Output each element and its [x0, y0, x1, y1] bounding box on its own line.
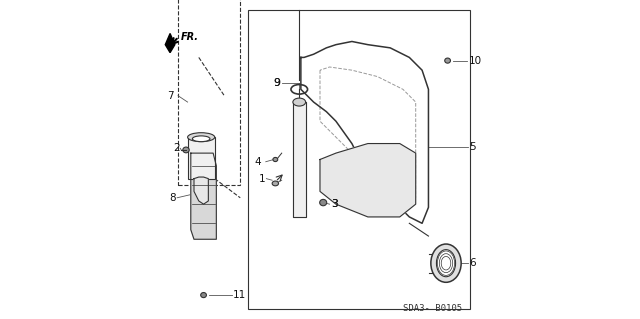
- Bar: [178, 0, 240, 185]
- Bar: [248, 10, 470, 309]
- Polygon shape: [293, 102, 306, 217]
- Text: 11: 11: [233, 290, 246, 300]
- Ellipse shape: [445, 58, 451, 63]
- Ellipse shape: [193, 136, 210, 142]
- Ellipse shape: [436, 249, 456, 277]
- Text: 6: 6: [469, 258, 476, 268]
- Polygon shape: [194, 177, 209, 204]
- Ellipse shape: [273, 158, 278, 161]
- Text: 1: 1: [259, 174, 266, 184]
- Text: FR.: FR.: [181, 32, 199, 42]
- Polygon shape: [191, 153, 216, 239]
- Polygon shape: [301, 41, 428, 223]
- Ellipse shape: [293, 98, 306, 106]
- Text: 4: 4: [255, 157, 261, 167]
- Text: 2: 2: [173, 143, 180, 153]
- Ellipse shape: [320, 199, 326, 206]
- Text: 5: 5: [469, 142, 476, 152]
- Polygon shape: [165, 33, 175, 53]
- Text: 7: 7: [166, 91, 173, 101]
- Text: 3: 3: [331, 199, 338, 209]
- Ellipse shape: [431, 244, 461, 282]
- Polygon shape: [320, 144, 416, 217]
- Text: SDA3- B0105: SDA3- B0105: [403, 304, 462, 313]
- Ellipse shape: [272, 181, 278, 186]
- Ellipse shape: [183, 147, 189, 153]
- Text: 9: 9: [273, 78, 280, 88]
- Text: 10: 10: [468, 56, 481, 66]
- Ellipse shape: [188, 133, 215, 142]
- Text: 9: 9: [273, 78, 280, 88]
- Text: 8: 8: [169, 193, 176, 203]
- Ellipse shape: [201, 293, 207, 298]
- Text: 3: 3: [331, 199, 338, 209]
- Bar: [188, 137, 215, 179]
